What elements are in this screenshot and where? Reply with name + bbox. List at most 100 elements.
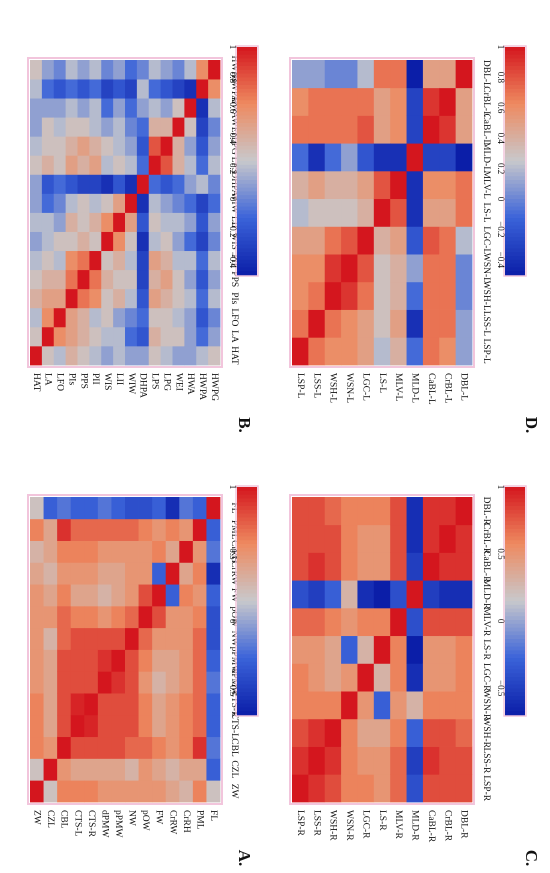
column-label: WSN-R (344, 810, 354, 841)
heatmap-cell (390, 635, 407, 664)
panel-letter: B. (235, 417, 254, 433)
row-label: MLV-L (481, 171, 491, 200)
heatmap-cell (455, 774, 473, 803)
colorbar-segment (237, 187, 257, 192)
colorbar-frame (235, 485, 259, 717)
heatmap-cell (184, 250, 197, 271)
heatmap-cell (30, 60, 43, 80)
colorbar-segment (237, 616, 257, 621)
colorbar-segment (505, 559, 525, 564)
colorbar-segment (237, 111, 257, 116)
heatmap-cell (97, 693, 112, 716)
heatmap-cell (84, 605, 99, 629)
heatmap-cell (439, 170, 457, 200)
heatmap-cell (125, 627, 139, 650)
colorbar-segment (505, 487, 525, 492)
heatmap-cell (101, 193, 114, 213)
heatmap-cell (138, 649, 153, 672)
colorbar-segment (237, 699, 257, 705)
heatmap-cell (308, 552, 326, 581)
colorbar-segment (505, 528, 525, 534)
heatmap-cell (165, 627, 180, 650)
row-label: LA (229, 330, 239, 343)
heatmap-cell (152, 518, 167, 541)
colorbar-tick-label: 0.8 (228, 72, 238, 84)
colorbar-segment (237, 589, 257, 594)
heatmap-cell (43, 714, 58, 738)
heatmap-cell (455, 281, 473, 310)
heatmap-cell (406, 524, 424, 553)
heatmap-cell (165, 562, 180, 585)
colorbar-segment (505, 153, 525, 158)
heatmap-cell (196, 60, 209, 80)
heatmap-cell (196, 345, 209, 366)
heatmap-cell (422, 691, 440, 720)
heatmap-cell (125, 212, 138, 232)
heatmap-cell (341, 198, 358, 227)
colorbar-segment (237, 210, 257, 215)
heatmap-cell (390, 198, 407, 227)
heatmap-cell (53, 193, 67, 213)
heatmap-cell (455, 635, 473, 664)
colorbar-segment (505, 509, 525, 515)
heatmap-cell (77, 79, 90, 99)
heatmap-cell (373, 635, 391, 664)
heatmap-cell (179, 497, 194, 520)
heatmap-cell (196, 98, 209, 118)
heatmap-cell (30, 758, 44, 781)
heatmap-cell (373, 774, 391, 803)
heatmap-cell (455, 115, 473, 144)
heatmap-cell (439, 143, 457, 172)
heatmap-cell (148, 326, 162, 347)
panel-letter: D. (522, 417, 541, 434)
colorbar-segment (237, 654, 257, 659)
heatmap-cell (184, 174, 197, 194)
heatmap-cell (192, 518, 207, 541)
heatmap-cell (30, 518, 44, 541)
colorbar-segment (505, 221, 525, 227)
heatmap-cell (152, 693, 167, 716)
column-label: LGC-R (360, 810, 370, 839)
heatmap-cell (138, 693, 153, 716)
heatmap-cell (148, 174, 162, 194)
heatmap-cell (101, 326, 114, 347)
column-label: WEI (173, 373, 183, 391)
colorbar-segment (237, 487, 257, 492)
heatmap-cell (341, 281, 358, 310)
heatmap-cell (41, 98, 55, 118)
colorbar-segment (505, 100, 525, 105)
colorbar-segment (237, 707, 257, 712)
colorbar-segment (237, 608, 257, 613)
heatmap-cell (30, 584, 44, 607)
heatmap-cell (111, 584, 126, 607)
colorbar-segment (505, 191, 525, 196)
heatmap-cell (89, 345, 102, 366)
heatmap-panel: ZWCZLCBLCTS-LCTS-RdPMWpPMWNWpOWFWCrRWCrR… (27, 485, 259, 866)
colorbar-segment (237, 176, 257, 181)
heatmap-cell (390, 774, 407, 803)
heatmap-cell (65, 288, 78, 309)
heatmap-cell (136, 117, 150, 137)
heatmap-cell (196, 155, 209, 175)
heatmap-cell (357, 309, 375, 338)
heatmap-cell (111, 540, 126, 563)
column-label: PML (194, 810, 204, 830)
heatmap-cell (324, 497, 342, 526)
heatmap-cell (406, 635, 424, 664)
heatmap-cell (172, 307, 185, 328)
heatmap-cell (160, 307, 173, 328)
heatmap-cell (43, 649, 58, 672)
heatmap-cell (324, 524, 342, 553)
colorbar-segment (237, 696, 257, 701)
heatmap-cell (101, 136, 114, 156)
column-label: CTS-L (72, 810, 82, 837)
heatmap-cell (406, 663, 424, 692)
heatmap-frame (289, 57, 475, 368)
colorbar-segment (237, 54, 257, 59)
heatmap-cell (208, 326, 221, 347)
heatmap-cell (138, 562, 153, 585)
heatmap-cell (77, 307, 90, 328)
row-label: LGC-L (481, 226, 491, 254)
heatmap-cell (111, 562, 126, 585)
